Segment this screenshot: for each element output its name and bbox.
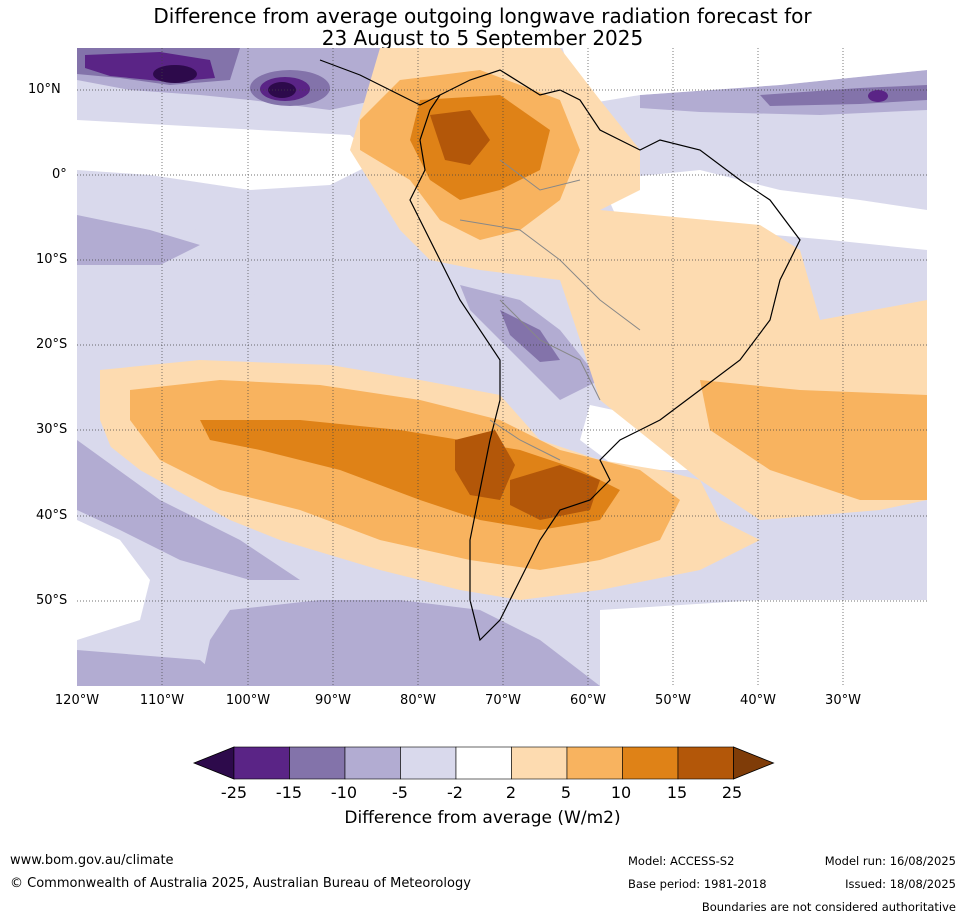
colorbar-arrow-high bbox=[733, 746, 775, 780]
colorbar-tick: 15 bbox=[666, 783, 688, 802]
colorbar bbox=[192, 746, 775, 780]
colorbar-tick: 2 bbox=[505, 783, 517, 802]
lat-label-10s: 10°S bbox=[36, 252, 68, 267]
lat-label-10n: 10°N bbox=[28, 82, 61, 97]
olr-anomaly-map bbox=[77, 48, 927, 686]
colorbar-tick: -15 bbox=[275, 783, 303, 802]
colorbar-tick: 5 bbox=[560, 783, 572, 802]
lon-label-100w: 100°W bbox=[225, 693, 271, 708]
footer-website-link[interactable]: www.bom.gov.au/climate bbox=[10, 853, 174, 868]
lat-label-40s: 40°S bbox=[36, 508, 68, 523]
footer-issued: Issued: 18/08/2025 bbox=[845, 877, 956, 891]
colorbar-tick: -2 bbox=[447, 783, 463, 802]
lon-label-90w: 90°W bbox=[315, 693, 351, 708]
lat-label-50s: 50°S bbox=[36, 593, 68, 608]
map-title-line1: Difference from average outgoing longwav… bbox=[153, 4, 812, 28]
map-title-line2: 23 August to 5 September 2025 bbox=[321, 26, 644, 50]
colorbar-segment bbox=[622, 746, 679, 780]
colorbar-tick: -10 bbox=[330, 783, 358, 802]
coastlines bbox=[319, 59, 801, 642]
colorbar-arrow-low bbox=[192, 746, 235, 780]
anomaly-fill-brazil-coast-positive bbox=[700, 380, 927, 500]
lon-label-80w: 80°W bbox=[400, 693, 436, 708]
graticule bbox=[77, 48, 927, 686]
footer-model-run: Model run: 16/08/2025 bbox=[824, 854, 956, 868]
colorbar-segment bbox=[677, 746, 734, 780]
lat-label-20s: 20°S bbox=[36, 337, 68, 352]
central-america-coastline bbox=[319, 59, 441, 106]
lon-label-60w: 60°W bbox=[570, 693, 606, 708]
colorbar-tick: 25 bbox=[721, 783, 743, 802]
colorbar-segment bbox=[511, 746, 568, 780]
colorbar-tick: -5 bbox=[392, 783, 408, 802]
lon-label-40w: 40°W bbox=[740, 693, 776, 708]
colorbar-label: Difference from average (W/m2) bbox=[344, 808, 621, 828]
colorbar-segment bbox=[233, 746, 290, 780]
anomaly-fill-east-pacific-neutral bbox=[77, 120, 380, 190]
colorbar-tick: 10 bbox=[610, 783, 632, 802]
footer-copyright: © Commonwealth of Australia 2025, Austra… bbox=[10, 876, 471, 891]
colorbar-segment bbox=[566, 746, 623, 780]
lat-label-0: 0° bbox=[52, 167, 67, 182]
colorbar-segment bbox=[289, 746, 346, 780]
anomaly-field bbox=[77, 48, 927, 686]
footer-disclaimer: Boundaries are not considered authoritat… bbox=[701, 900, 956, 914]
footer-base-period: Base period: 1981-2018 bbox=[628, 877, 767, 891]
lon-label-30w: 30°W bbox=[825, 693, 861, 708]
lon-label-110w: 110°W bbox=[139, 693, 185, 708]
lat-label-30s: 30°S bbox=[36, 422, 68, 437]
lon-label-50w: 50°W bbox=[655, 693, 691, 708]
south-america-coastline bbox=[409, 69, 801, 642]
footer-model: Model: ACCESS-S2 bbox=[628, 854, 735, 868]
lon-label-120w: 120°W bbox=[54, 693, 100, 708]
lon-label-70w: 70°W bbox=[485, 693, 521, 708]
colorbar-tick: -25 bbox=[220, 783, 248, 802]
anomaly-fill-north-purple-core bbox=[153, 65, 197, 83]
colorbar-segment bbox=[344, 746, 401, 780]
colorbar-segment bbox=[400, 746, 457, 780]
colorbar-segment bbox=[455, 746, 512, 780]
